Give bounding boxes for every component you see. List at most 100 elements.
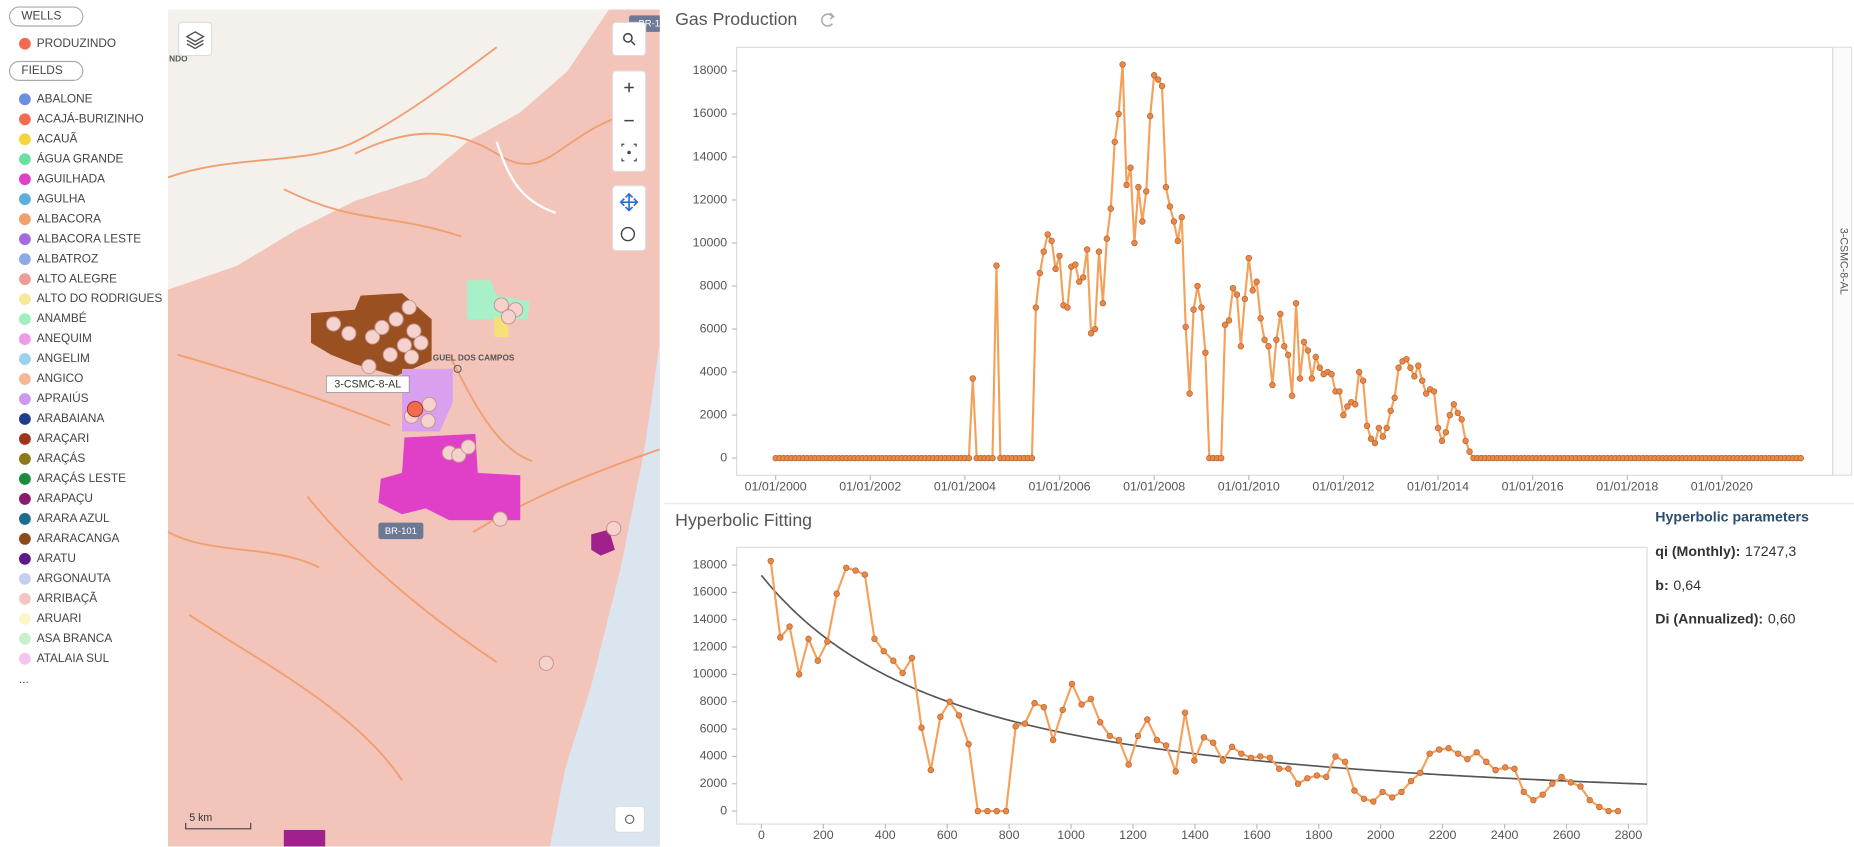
data-point xyxy=(1586,796,1593,804)
data-point xyxy=(965,454,973,462)
data-point xyxy=(969,375,976,382)
section-pill xyxy=(8,6,84,27)
fit-curve xyxy=(760,574,1648,785)
legend-item[interactable]: APRAIÚS xyxy=(37,391,89,405)
data-point xyxy=(1072,261,1079,268)
legend-item[interactable]: ARARACANGA xyxy=(37,531,120,545)
data-point xyxy=(880,647,887,655)
data-point xyxy=(1323,773,1330,781)
y-tick-label: 14000 xyxy=(693,149,728,163)
y-tick-label: 4000 xyxy=(700,364,728,378)
data-point xyxy=(1605,807,1612,815)
legend-item[interactable]: ARUARI xyxy=(37,611,82,625)
data-point xyxy=(1426,750,1433,757)
legend-item[interactable]: ALBACORA xyxy=(37,211,101,225)
data-point xyxy=(1202,349,1209,356)
data-point xyxy=(1162,742,1170,749)
legend-item[interactable]: ATALAIA SUL xyxy=(37,651,110,665)
x-tick-label: 2200 xyxy=(1429,828,1457,842)
data-point xyxy=(1241,295,1249,303)
data-point xyxy=(1464,755,1471,763)
legend-item[interactable]: ANAMBÉ xyxy=(37,311,87,325)
data-point xyxy=(1186,390,1193,397)
data-point xyxy=(1341,758,1349,766)
legend-item[interactable]: ARAÇARI xyxy=(37,431,90,445)
data-point xyxy=(1233,291,1241,298)
legend-swatch xyxy=(18,353,31,365)
data-point xyxy=(1359,377,1367,384)
data-point xyxy=(946,698,953,705)
legend-item[interactable]: ANGICO xyxy=(37,371,84,385)
data-point xyxy=(1087,695,1095,703)
map[interactable]: 3-CSMC-8-AL BR-101 BR-10 GUEL DOS CAMPOS… xyxy=(167,9,665,847)
x-tick-label: 01/01/2002 xyxy=(839,479,901,493)
data-point xyxy=(1064,304,1071,311)
legend-item[interactable]: ALTO ALEGRE xyxy=(37,271,117,285)
selected-well[interactable] xyxy=(406,400,424,418)
legend-item[interactable]: ARAPAÇU xyxy=(37,491,93,505)
data-point xyxy=(1107,205,1114,212)
place-icon xyxy=(453,364,462,373)
data-point xyxy=(1502,764,1509,771)
circle-tool-button[interactable] xyxy=(620,226,636,242)
attribution-button[interactable] xyxy=(614,805,646,833)
legend-item[interactable]: ARATU xyxy=(37,551,76,565)
legend-item[interactable]: ASA BRANCA xyxy=(37,631,113,645)
data-point xyxy=(1415,362,1422,369)
legend-item[interactable]: ANGELIM xyxy=(37,351,90,365)
data-point xyxy=(890,657,897,664)
legend-item[interactable]: ALTO DO RODRIGUES xyxy=(37,291,163,305)
legend-item[interactable]: ARARA AZUL xyxy=(37,511,110,525)
legend-item[interactable]: ARABAIANA xyxy=(37,411,105,425)
legend-item[interactable]: ALBACORA LESTE xyxy=(37,231,142,245)
data-point xyxy=(1352,401,1359,408)
data-point xyxy=(1153,736,1161,744)
legend-item[interactable]: ARAÇÁS LESTE xyxy=(37,471,126,485)
data-point xyxy=(1036,269,1044,277)
legend-item[interactable]: ANEQUIM xyxy=(37,331,92,345)
data-point xyxy=(1340,411,1347,419)
data-point xyxy=(1111,138,1118,146)
legend-item[interactable]: ÁGUA GRANDE xyxy=(37,151,124,165)
legend-swatch xyxy=(18,193,31,206)
legend-item[interactable]: ARRIBAÇÃ xyxy=(37,591,98,605)
data-point xyxy=(1245,254,1252,262)
data-point xyxy=(1434,424,1442,432)
data-point xyxy=(1383,424,1390,432)
x-tick-label: 01/01/2018 xyxy=(1596,479,1658,493)
legend-item[interactable]: AGULHA xyxy=(37,191,86,205)
legend-item[interactable]: ARGONAUTA xyxy=(37,571,111,585)
refresh-button[interactable] xyxy=(821,12,835,27)
data-point xyxy=(1308,375,1316,382)
data-point xyxy=(1158,82,1166,90)
layers-button[interactable] xyxy=(178,21,213,57)
data-point xyxy=(843,564,850,571)
x-tick-label: 01/01/2000 xyxy=(745,479,807,493)
legend-item[interactable]: ARAÇÁS xyxy=(37,451,86,465)
data-point xyxy=(1304,347,1312,354)
fit-button[interactable] xyxy=(621,143,637,162)
legend-swatch xyxy=(18,213,31,226)
x-tick-label: 01/01/2010 xyxy=(1218,479,1280,493)
legend-item[interactable]: ACAUÃ xyxy=(37,131,78,145)
legend-item[interactable]: PRODUZINDO xyxy=(37,36,116,50)
data-point xyxy=(1162,183,1170,191)
plot-frame xyxy=(736,546,1648,825)
legend-item[interactable]: AGUILHADA xyxy=(37,171,105,185)
field-area xyxy=(378,433,521,521)
pan-button[interactable] xyxy=(619,192,639,212)
legend-item[interactable]: ABALONE xyxy=(37,91,93,105)
search-button[interactable] xyxy=(611,21,647,57)
data-point xyxy=(1249,287,1256,294)
data-point xyxy=(1106,732,1113,740)
data-point xyxy=(1407,777,1415,785)
data-point xyxy=(1139,218,1146,225)
legend-swatch xyxy=(18,93,31,106)
data-point xyxy=(1313,772,1321,779)
legend-item[interactable]: ACAJÁ-BURIZINHO xyxy=(37,111,144,125)
parameter: qi (Monthly): 17247,3 xyxy=(1655,544,1796,560)
legend-item[interactable]: ALBATROZ xyxy=(37,251,98,265)
data-point xyxy=(1558,773,1565,781)
zoom-in-button[interactable] xyxy=(624,82,634,93)
x-tick-label: 400 xyxy=(875,828,896,842)
